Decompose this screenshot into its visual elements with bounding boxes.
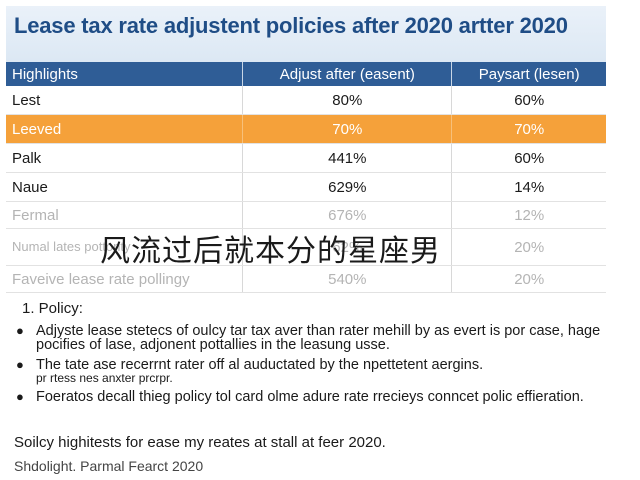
paysart-value: 70%: [451, 114, 606, 144]
paysart-value: 14%: [451, 172, 606, 202]
paysart-value: 60%: [451, 86, 606, 115]
policy-heading: 1. Policy:: [22, 300, 83, 317]
adjust-value: 70%: [242, 114, 453, 144]
table-row-highlighted: Leeved 70% 70%: [6, 114, 606, 144]
policy-bullet-text: The tate ase recerrnt rater off al auduc…: [36, 358, 604, 384]
row-label: Palk: [6, 143, 244, 173]
policy-bullet: ● Foeratos decall thieg policy tol card …: [14, 389, 604, 405]
adjust-value: 540%: [242, 265, 453, 293]
adjust-value: 441%: [242, 143, 453, 173]
adjust-value: 80%: [242, 86, 453, 115]
adjust-value: 676%: [242, 201, 453, 229]
title-band: [6, 6, 606, 62]
policy-bullet-text: Adjyste lease stetecs of oulcy tar tax a…: [36, 323, 601, 353]
footer-text: Shdolight. Parmal Fearct 2020: [14, 458, 204, 474]
bullet-icon: ●: [16, 357, 24, 372]
paysart-value: 20%: [451, 228, 606, 266]
adjust-value: 62%: [242, 228, 453, 266]
adjust-value: 629%: [242, 172, 453, 202]
table-row: Lest 80% 60%: [6, 86, 606, 115]
paysart-value: 20%: [451, 265, 606, 293]
policy-bullet-text: Foeratos decall thieg policy tol card ol…: [36, 389, 584, 405]
row-label: Lest: [6, 86, 244, 115]
table-header-row: Highlights Adjust after (easent) Paysart…: [6, 62, 606, 86]
lease-rate-table: Highlights Adjust after (easent) Paysart…: [6, 62, 606, 293]
policy-section: 1. Policy: ● Adjyste lease stetecs of ou…: [14, 300, 604, 410]
page-title: Lease tax rate adjustent policies after …: [14, 13, 568, 38]
bullet-icon: ●: [16, 323, 24, 338]
bullet-icon: ●: [16, 389, 24, 404]
table-row: Naue 629% 14%: [6, 172, 606, 202]
row-label: Faveive lease rate pollingy: [6, 265, 244, 293]
table-row: Fermal 676% 12%: [6, 201, 606, 229]
table-row: Palk 441% 60%: [6, 143, 606, 173]
table-row: Faveive lease rate pollingy 540% 20%: [6, 265, 606, 293]
paysart-value: 60%: [451, 143, 606, 173]
column-header-adjust-after: Adjust after (easent): [242, 62, 453, 86]
summary-text: Soilcy highitests for ease my reates at …: [14, 434, 386, 451]
row-label: Numal lates pottority: [6, 228, 244, 266]
row-label: Leeved: [6, 114, 244, 144]
policy-bullet: ● Adjyste lease stetecs of oulcy tar tax…: [14, 323, 604, 353]
row-label: Naue: [6, 172, 244, 202]
table-row: Numal lates pottority 62% 20%: [6, 228, 606, 266]
row-label: Fermal: [6, 201, 244, 229]
column-header-highlights: Highlights: [6, 62, 244, 86]
column-header-paysart: Paysart (lesen): [451, 62, 606, 86]
policy-bullet-subtext: pr rtess nes anxter prcrpr.: [36, 371, 173, 385]
paysart-value: 12%: [451, 201, 606, 229]
overlay-caption: 风流过后就本分的星座男: [100, 234, 441, 269]
policy-bullet: ● The tate ase recerrnt rater off al aud…: [14, 357, 604, 385]
